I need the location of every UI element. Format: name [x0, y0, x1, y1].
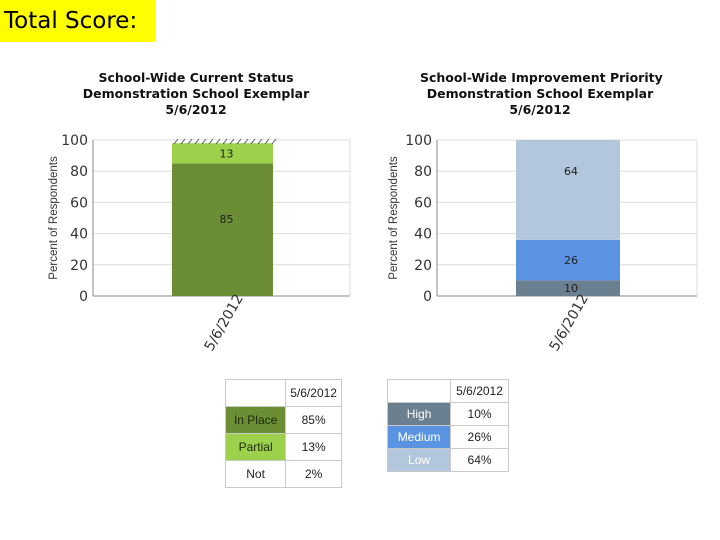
in-place-label: In Place: [233, 413, 278, 427]
current-status-legend-table: 5/6/2012 In Place 85% Partial 13% Not 2%: [224, 379, 342, 488]
in-place-swatch-label: In Place: [224, 406, 287, 434]
not-swatch-label: Not: [224, 460, 287, 488]
medium-swatch-label: Medium: [386, 425, 452, 449]
improvement-priority-category-label: 5/6/2012: [547, 292, 592, 354]
current-status-hatch-mark: [243, 138, 249, 145]
current-status-hatch-mark: [229, 138, 235, 145]
current-status-bar-not: [172, 140, 273, 144]
current-status-hatch-mark: [173, 138, 179, 145]
current-status-tick-label: 20: [70, 258, 88, 274]
current-status-y-axis-label: Percent of Respondents: [48, 156, 60, 280]
legend-corner-cell: [224, 379, 287, 407]
current-status-hatch-mark: [201, 138, 207, 145]
improvement-priority-tick-label: 0: [423, 289, 432, 305]
improvement-priority-title-line-1: School-Wide Improvement Priority: [420, 70, 663, 85]
legend-row-high: High 10%: [386, 402, 509, 426]
current-status-tick-label: 40: [70, 227, 88, 243]
legend-row-low: Low 64%: [386, 448, 509, 472]
current-status-title-line-1: School-Wide Current Status: [98, 70, 294, 85]
legend-row-medium: Medium 26%: [386, 425, 509, 449]
improvement-priority-y-axis-label: Percent of Respondents: [388, 156, 400, 280]
legend-corner-cell: [386, 379, 452, 403]
high-value: 10%: [450, 402, 509, 426]
legend-date-header: 5/6/2012: [285, 379, 342, 407]
current-status-tick-label: 80: [70, 164, 88, 180]
current-status-hatch-mark: [250, 138, 256, 145]
improvement-priority-data-label-high: 10: [564, 282, 578, 295]
improvement-priority-chart-title: School-Wide Improvement Priority Demonst…: [420, 70, 663, 118]
high-label: High: [406, 407, 432, 421]
current-status-hatch-mark: [215, 138, 221, 145]
current-status-category-label: 5/6/2012: [202, 292, 247, 354]
legend-row-partial: Partial 13%: [224, 433, 342, 461]
legend-row-in-place: In Place 85%: [224, 406, 342, 434]
improvement-priority-bar-low: [516, 140, 620, 240]
in-place-value: 85%: [285, 406, 342, 434]
current-status-hatch-mark: [194, 138, 200, 145]
current-status-data-label-partial: 13: [220, 147, 234, 160]
current-status-tick-label: 100: [61, 133, 88, 149]
current-status-tick-label: 0: [79, 289, 88, 305]
improvement-priority-tick-label: 100: [405, 133, 432, 149]
current-status-data-label-in-place: 85: [220, 213, 234, 226]
current-status-bar-in-place: [172, 163, 273, 296]
improvement-priority-bar-high: [516, 280, 620, 296]
low-swatch-label: Low: [386, 448, 452, 472]
current-status-hatch-mark: [208, 138, 214, 145]
low-label: Low: [408, 453, 431, 467]
current-status-hatch-mark: [187, 138, 193, 145]
not-value: 2%: [285, 460, 342, 488]
legend-date-header: 5/6/2012: [450, 379, 509, 403]
legend-row-not: Not 2%: [224, 460, 342, 488]
improvement-priority-legend-table: 5/6/2012 High 10% Medium 26% Low 64%: [386, 379, 509, 472]
improvement-priority-tick-label: 80: [414, 164, 432, 180]
current-status-hatch-mark: [257, 138, 263, 145]
not-label: Not: [246, 467, 265, 481]
partial-value: 13%: [285, 433, 342, 461]
improvement-priority-tick-label: 60: [414, 195, 432, 211]
current-status-hatch-mark: [271, 138, 277, 145]
total-score-banner: Total Score:: [0, 0, 156, 42]
current-status-tick-label: 60: [70, 195, 88, 211]
improvement-priority-title-line-2: Demonstration School Exemplar: [426, 86, 654, 101]
improvement-priority-data-label-medium: 26: [564, 254, 578, 267]
current-status-hatch-mark: [236, 138, 242, 145]
current-status-title-line-3: 5/6/2012: [165, 102, 227, 117]
improvement-priority-title-line-3: 5/6/2012: [509, 102, 571, 117]
partial-swatch-label: Partial: [224, 433, 287, 461]
total-score-label: Total Score:: [4, 8, 138, 34]
improvement-priority-tick-label: 20: [414, 258, 432, 274]
current-status-hatch-mark: [264, 138, 270, 145]
current-status-title-line-2: Demonstration School Exemplar: [82, 86, 310, 101]
legend-header-row: 5/6/2012: [224, 379, 342, 407]
legend-header-row: 5/6/2012: [386, 379, 509, 403]
current-status-hatch-mark: [222, 138, 228, 145]
current-status-chart-title: School-Wide Current Status Demonstration…: [76, 70, 316, 118]
medium-label: Medium: [397, 430, 441, 444]
low-value: 64%: [450, 448, 509, 472]
high-swatch-label: High: [386, 402, 452, 426]
current-status-bar-partial: [172, 143, 273, 164]
improvement-priority-bar-medium: [516, 239, 620, 281]
medium-value: 26%: [450, 425, 509, 449]
partial-label: Partial: [238, 440, 273, 454]
improvement-priority-data-label-low: 64: [564, 165, 578, 178]
improvement-priority-tick-label: 40: [414, 227, 432, 243]
current-status-hatch-mark: [180, 138, 186, 145]
